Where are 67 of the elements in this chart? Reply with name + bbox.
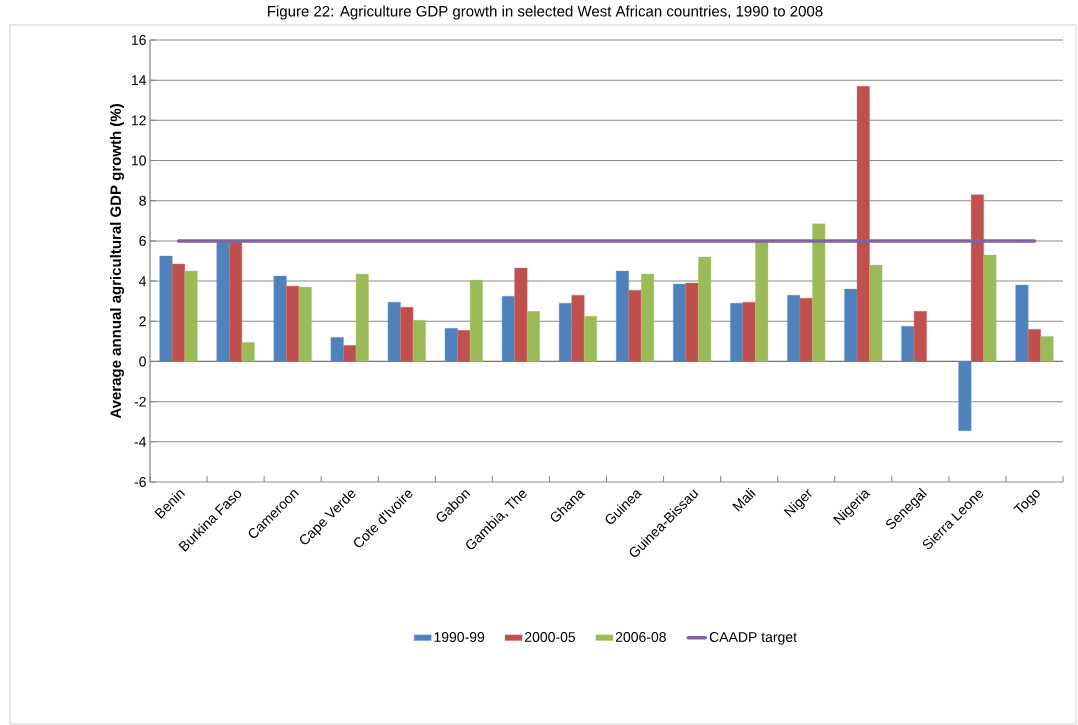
x-tick-label: Mali	[732, 487, 756, 512]
chart-title: Figure 22: Agriculture GDP growth in selected West African countries, 1990 to 2008	[268, 5, 823, 20]
bar	[286, 285, 300, 362]
bar	[584, 316, 598, 362]
bar	[273, 275, 287, 362]
bar	[387, 301, 401, 362]
bar	[526, 311, 540, 362]
bar	[330, 337, 344, 362]
bar	[844, 288, 858, 362]
bar	[514, 267, 528, 362]
bar	[172, 263, 186, 362]
bar	[216, 241, 230, 362]
y-tick-label: 0	[139, 356, 146, 367]
bar	[742, 301, 756, 362]
y-tick-label: 2	[139, 316, 146, 327]
bar	[241, 342, 255, 362]
y-tick-label: -6	[134, 477, 146, 487]
bar	[1015, 284, 1029, 362]
y-tick-label: 6	[139, 235, 146, 246]
y-axis-title: Average annual agricultural GDP growth (%)	[109, 104, 125, 419]
bar	[673, 283, 687, 362]
bar	[913, 311, 927, 362]
y-tick-label: 16	[131, 35, 146, 45]
y-tick-label: 4	[139, 276, 147, 286]
bar	[355, 273, 369, 362]
bar	[685, 282, 699, 362]
x-tick-label: Togo	[1013, 490, 1040, 513]
y-tick-label: -4	[134, 437, 147, 447]
bar	[184, 270, 198, 362]
bar	[501, 295, 515, 362]
bar	[698, 256, 712, 362]
bar	[616, 270, 629, 362]
legend-label: 2006-08	[615, 632, 666, 642]
bar	[812, 223, 826, 362]
y-tick-label: 14	[131, 75, 147, 85]
y-tick-label: 8	[139, 195, 146, 206]
bar	[343, 345, 357, 362]
bar	[1040, 336, 1054, 362]
bar	[571, 294, 585, 362]
bar	[856, 86, 870, 362]
bar	[730, 302, 744, 362]
bar	[444, 328, 458, 362]
legend-label: 1990-99	[434, 632, 485, 642]
legend-label: CAADP target	[709, 632, 797, 645]
bar	[400, 307, 414, 362]
bar	[457, 330, 471, 362]
bar	[901, 326, 915, 362]
bar	[469, 279, 483, 362]
bar	[628, 289, 642, 362]
bar	[970, 194, 984, 362]
bar	[159, 255, 173, 362]
bar	[983, 254, 997, 362]
bar	[229, 241, 243, 362]
bar	[558, 302, 572, 362]
bar	[755, 241, 769, 362]
y-tick-label: -2	[134, 396, 146, 407]
bar	[298, 286, 312, 362]
bar	[799, 297, 813, 362]
y-tick-label: 12	[131, 115, 146, 126]
bar	[958, 361, 972, 431]
bar	[869, 264, 883, 362]
bar	[641, 273, 655, 362]
y-tick-label: 10	[131, 155, 146, 166]
bar	[412, 320, 426, 362]
bar	[787, 294, 801, 362]
bar	[1028, 329, 1041, 362]
legend-label: 2000-05	[525, 632, 576, 642]
